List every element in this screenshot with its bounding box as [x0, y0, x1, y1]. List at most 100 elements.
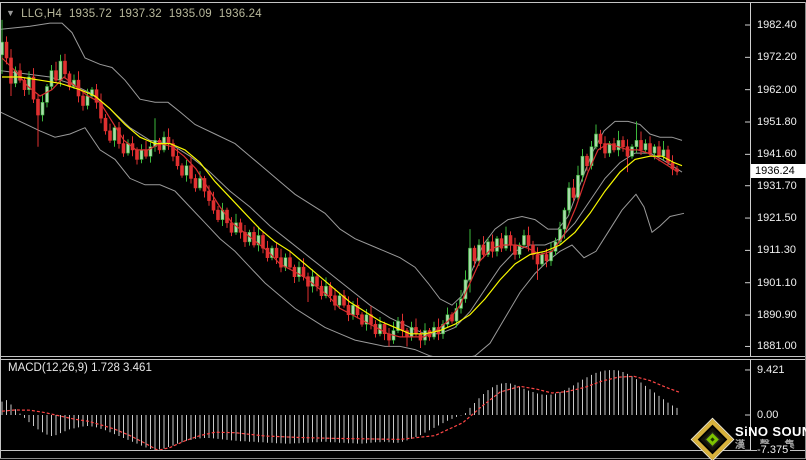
bull-candle	[58, 60, 63, 81]
bear-candle	[571, 187, 576, 198]
macd-tick-label: 9.421	[757, 363, 787, 376]
bull-candle	[45, 86, 49, 103]
quote-bar: ▼ LLG,H4 1935.72 1937.32 1935.09 1936.24	[6, 8, 262, 20]
bull-candle	[468, 247, 472, 281]
bear-candle	[99, 102, 103, 119]
bear-candle	[513, 244, 517, 255]
bollinger-lower-line	[1, 111, 685, 356]
candles-layer	[1, 19, 679, 349]
bull-candle	[85, 95, 90, 106]
quote-low: 1935.09	[168, 8, 212, 20]
price-tick-label: 1921.50	[757, 212, 799, 225]
bear-candle	[238, 222, 243, 233]
price-tick-label: 1890.90	[757, 309, 799, 322]
bollinger-upper-line	[1, 22, 683, 306]
quote-high: 1937.32	[118, 8, 162, 20]
price-panel[interactable]	[0, 19, 685, 359]
bull-candle	[616, 140, 621, 151]
last-price-badge: 1936.24	[751, 164, 806, 178]
sino-sound-diamond-icon	[691, 418, 734, 460]
bear-candle	[261, 235, 265, 249]
bear-candle	[382, 323, 387, 335]
bollinger-middle-line	[1, 70, 683, 335]
bear-candle	[207, 190, 211, 201]
bear-candle	[157, 140, 162, 151]
bear-candle	[499, 238, 504, 249]
bear-candle	[315, 276, 319, 287]
bull-candle	[594, 133, 598, 148]
bear-candle	[648, 143, 652, 154]
bear-candle	[175, 155, 180, 167]
bull-candle	[148, 146, 153, 157]
bull-candle	[184, 165, 189, 176]
bear-candle	[36, 98, 40, 116]
bear-candle	[31, 76, 36, 100]
bear-candle	[4, 41, 9, 59]
bear-candle	[603, 143, 607, 154]
bear-candle	[639, 140, 643, 151]
bear-candle	[279, 257, 283, 268]
bear-candle	[229, 222, 234, 233]
macd-tick-label: 0.00	[757, 409, 781, 421]
bull-candle	[517, 244, 522, 255]
bull-candle	[351, 304, 355, 316]
bull-candle	[1, 41, 4, 56]
bear-candle	[166, 136, 171, 144]
bull-candle	[580, 155, 585, 176]
quote-close: 1936.24	[218, 8, 262, 20]
price-tick-label: 1901.10	[757, 276, 799, 289]
diamond-dot	[710, 437, 715, 442]
price-tick-label: 1911.30	[757, 244, 798, 257]
price-tick-label: 1941.60	[757, 148, 799, 161]
bear-candle	[490, 241, 495, 252]
symbol-dropdown-icon[interactable]: ▼	[6, 8, 16, 18]
bear-candle	[54, 70, 58, 81]
bear-candle	[63, 60, 67, 75]
quote-open: 1935.72	[68, 8, 112, 20]
bear-candle	[180, 165, 184, 176]
bear-candle	[544, 254, 549, 262]
bear-candle	[135, 149, 139, 160]
bull-candle	[549, 251, 553, 262]
bear-candle	[472, 247, 477, 262]
bear-candle	[355, 304, 360, 316]
bear-candle	[400, 320, 405, 331]
bear-candle	[598, 133, 603, 144]
bull-candle	[40, 102, 45, 116]
price-tick-label: 1931.70	[757, 179, 799, 192]
bear-candle	[342, 295, 346, 306]
bull-candle	[297, 266, 301, 277]
macd-indicator-label: MACD(12,26,9) 1.728 3.461	[8, 362, 152, 374]
bear-candle	[666, 149, 670, 163]
bear-candle	[81, 95, 85, 106]
price-tick-label: 1972.20	[757, 51, 799, 64]
bear-candle	[211, 200, 216, 211]
bull-candle	[562, 209, 567, 230]
bull-candle	[643, 143, 648, 151]
bull-candle	[634, 140, 639, 148]
bear-candle	[373, 323, 378, 335]
bear-candle	[481, 244, 486, 255]
bull-candle	[477, 244, 481, 262]
bear-candle	[612, 143, 616, 151]
bear-candle	[274, 247, 279, 258]
logo-brand-text: SiNO SOUND	[735, 423, 806, 439]
bull-candle	[49, 70, 54, 87]
bear-candle	[171, 143, 175, 157]
bear-candle	[328, 285, 333, 297]
bull-candle	[486, 241, 490, 255]
macd-panel[interactable]	[1, 370, 681, 450]
yellow-ma-line	[2, 76, 683, 335]
price-tick-label: 1881.00	[757, 340, 799, 353]
bear-candle	[193, 178, 198, 189]
symbol-timeframe-label: LLG,H4	[21, 8, 62, 20]
bear-candle	[189, 165, 193, 179]
bull-candle	[310, 276, 315, 287]
bull-candle	[396, 320, 400, 331]
bear-candle	[144, 149, 148, 157]
bear-candle	[346, 304, 351, 316]
bear-candle	[535, 254, 540, 265]
price-tick-label: 1951.80	[757, 116, 799, 128]
